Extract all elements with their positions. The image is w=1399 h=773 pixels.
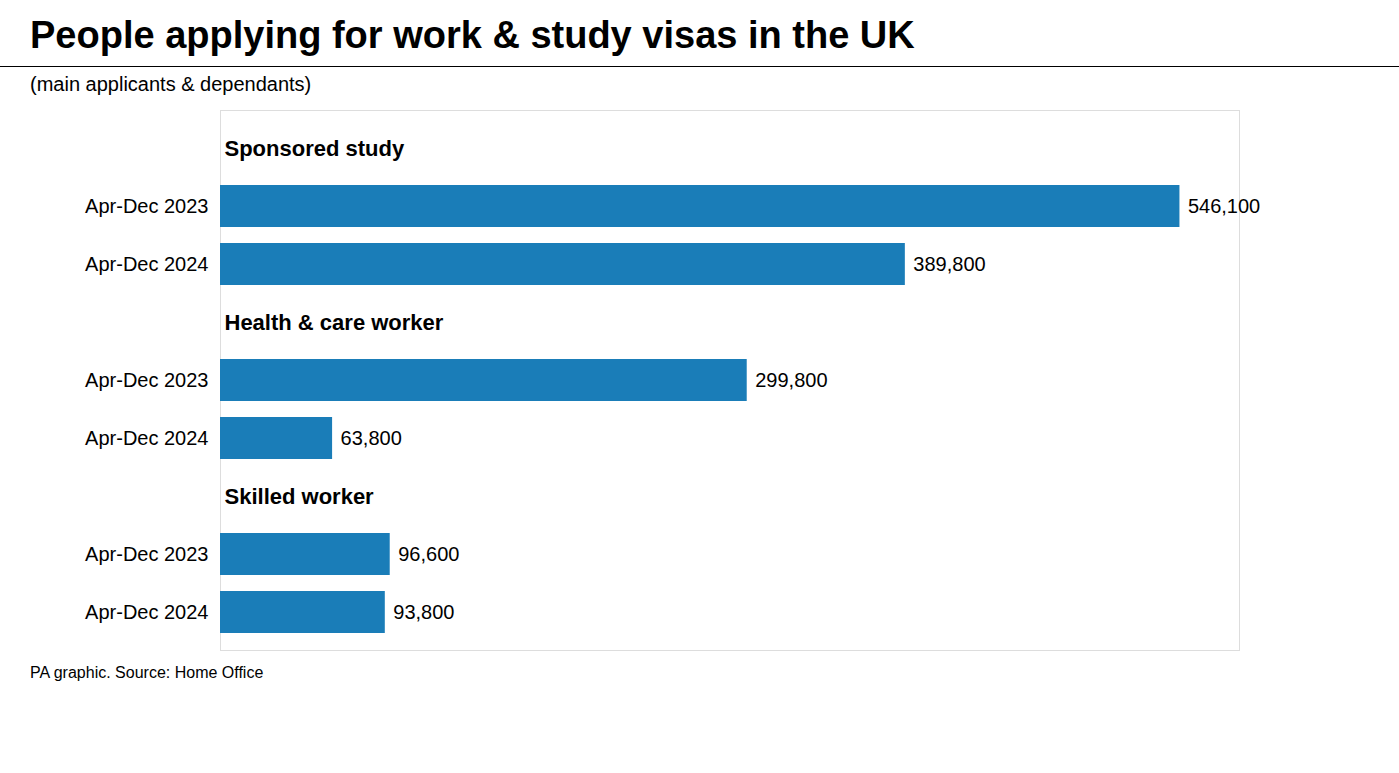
svg-text:Apr-Dec 2023: Apr-Dec 2023	[85, 543, 208, 565]
svg-text:Skilled worker: Skilled worker	[225, 483, 375, 508]
html-text:People applying for work & stu: People applying for work & study visas i…	[30, 14, 915, 56]
svg-text:546,100: 546,100	[1188, 195, 1260, 217]
svg-text:Apr-Dec 2023: Apr-Dec 2023	[85, 369, 208, 391]
svg-text:Apr-Dec 2024: Apr-Dec 2024	[85, 601, 208, 623]
svg-text:Health & care worker: Health & care worker	[225, 309, 444, 334]
svg-text:Apr-Dec 2024: Apr-Dec 2024	[85, 427, 208, 449]
svg-text:Apr-Dec 2024: Apr-Dec 2024	[85, 253, 208, 275]
svg-text:299,800: 299,800	[755, 369, 827, 391]
svg-text:63,800: 63,800	[341, 427, 402, 449]
svg-text:Apr-Dec 2023: Apr-Dec 2023	[85, 195, 208, 217]
html-text:PA graphic. Source: Home Offic: PA graphic. Source: Home Office	[30, 663, 264, 681]
svg-text:389,800: 389,800	[913, 253, 985, 275]
html-text:(main applicants & dependants): (main applicants & dependants)	[30, 72, 312, 95]
svg-text:Sponsored study: Sponsored study	[225, 135, 405, 160]
svg-text:93,800: 93,800	[393, 601, 454, 623]
svg-text:96,600: 96,600	[398, 543, 459, 565]
